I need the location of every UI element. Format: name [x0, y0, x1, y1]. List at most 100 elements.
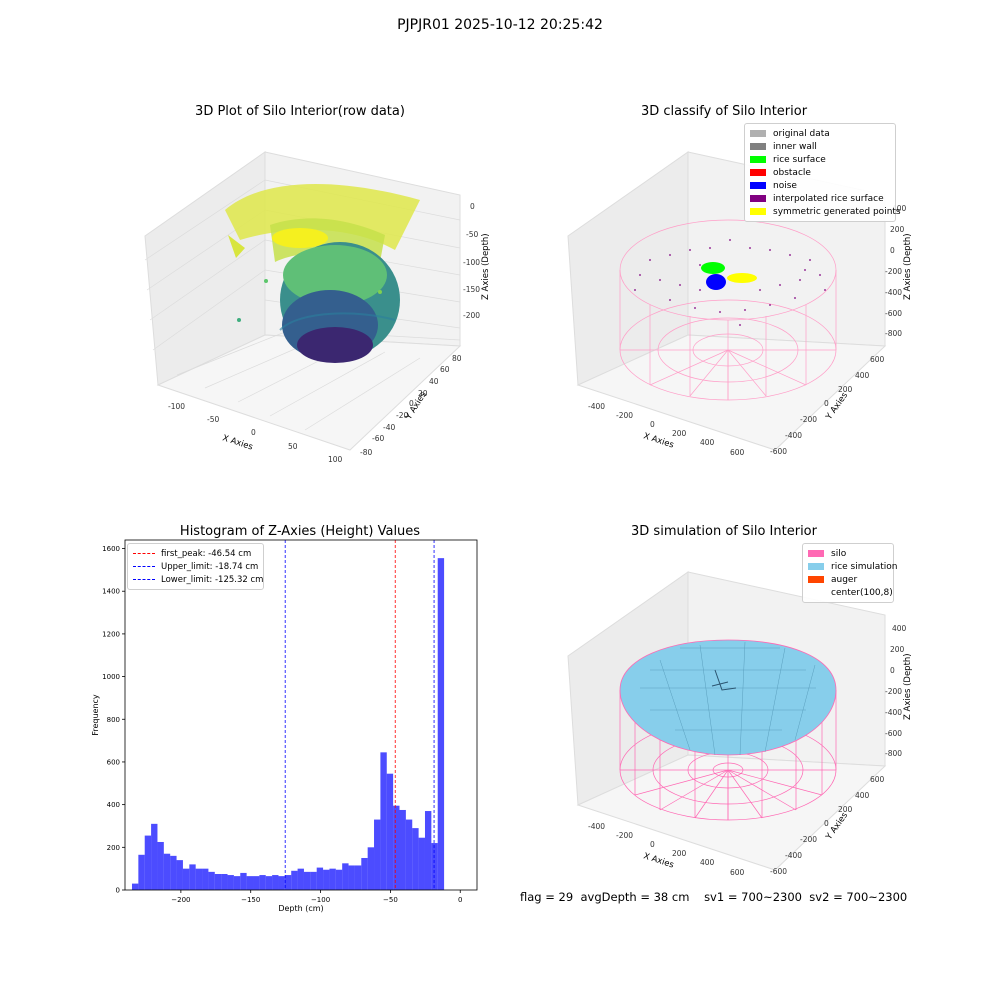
simulation-3d-plot: -400 -200 0 200 400 600 600 400 200 0 -2… [567, 571, 913, 877]
simulation-plot-title: 3D simulation of Silo Interior [631, 524, 817, 539]
svg-text:-200: -200 [800, 415, 817, 424]
histogram-bar [284, 875, 292, 890]
histogram-bar [240, 872, 247, 890]
silo-wireframe [619, 219, 837, 401]
y-tick-label: 1000 [102, 673, 120, 681]
svg-text:50: 50 [288, 442, 298, 451]
legend-line [133, 553, 155, 554]
svg-text:-200: -200 [616, 411, 633, 420]
x-tick-label: −50 [383, 896, 398, 904]
histogram-bar [348, 865, 355, 890]
histogram-bar [386, 773, 394, 890]
histogram-bar [253, 876, 260, 890]
classified-points [701, 262, 757, 290]
legend-swatch [750, 130, 766, 137]
svg-text:200: 200 [838, 805, 853, 814]
flag-text: flag = 29 [520, 890, 574, 904]
histogram-bar [361, 857, 368, 890]
legend-item: inner wall [750, 140, 890, 153]
histogram-bar [202, 868, 209, 890]
histogram-bar [342, 863, 349, 890]
svg-text:400: 400 [700, 438, 715, 447]
svg-text:400: 400 [855, 791, 870, 800]
histogram-bar [176, 860, 183, 890]
legend-item: first_peak: -46.54 cm [133, 547, 258, 560]
histogram-bar [227, 875, 234, 890]
histogram-bar [405, 819, 413, 890]
y-tick-label: 800 [107, 716, 120, 724]
classify-zlabel: Z Axies (Depth) [903, 233, 913, 300]
x-tick-label: −200 [171, 896, 190, 904]
y-tick-label: 1600 [102, 545, 120, 553]
legend-swatch [750, 156, 766, 163]
svg-text:400: 400 [700, 858, 715, 867]
y-tick-label: 600 [107, 758, 120, 766]
rice-simulation-surface [619, 639, 837, 756]
classify-plot-title: 3D classify of Silo Interior [640, 104, 808, 119]
legend-item: center(100,8) [808, 586, 893, 599]
svg-text:0: 0 [890, 666, 895, 675]
raw-xlabel: X Axies [221, 433, 254, 452]
raw-axis-ticks: -100 -50 0 50 100 80 60 40 20 0 -20 -40 … [168, 202, 480, 464]
svg-text:-200: -200 [463, 311, 480, 320]
histogram-bar [310, 871, 317, 890]
histogram-title: Histogram of Z-Axies (Height) Values [179, 524, 421, 539]
histogram-bar [189, 864, 196, 890]
svg-text:-600: -600 [885, 729, 902, 738]
classify-legend: original data inner wall rice surface ob… [744, 123, 901, 222]
histogram-bar [265, 876, 273, 890]
svg-text:-20: -20 [396, 411, 408, 420]
svg-text:-400: -400 [588, 822, 605, 831]
legend-line [133, 566, 155, 567]
histogram-bar [399, 809, 406, 890]
svg-text:-200: -200 [800, 835, 817, 844]
svg-text:600: 600 [730, 448, 745, 457]
legend-swatch [750, 143, 766, 150]
svg-text:0: 0 [470, 202, 475, 211]
svg-text:-400: -400 [885, 708, 902, 717]
svg-text:-400: -400 [588, 402, 605, 411]
legend-item: noise [750, 179, 890, 192]
y-tick-label: 400 [107, 801, 120, 809]
plot-frame [124, 539, 478, 891]
legend-item: interpolated rice surface [750, 192, 890, 205]
legend-swatch [808, 550, 824, 557]
histogram-chart: −200 −150 −100 −50 0 0 200 400 600 800 1000 1200 140… [91, 539, 478, 913]
legend-swatch [808, 589, 824, 596]
svg-text:0: 0 [409, 399, 414, 408]
avg-depth-text: avgDepth = 38 cm [580, 890, 690, 904]
svg-text:400: 400 [855, 371, 870, 380]
histogram-bar [144, 835, 152, 890]
hist-ylabel: Frequency [91, 694, 100, 736]
histogram-ticks: −200 −150 −100 −50 0 0 200 400 600 800 1000 1200 140… [102, 545, 462, 904]
histogram-bar [393, 805, 400, 890]
svg-text:400: 400 [892, 204, 907, 213]
legend-swatch [808, 563, 824, 570]
y-tick-label: 1200 [102, 630, 120, 638]
svg-text:-60: -60 [372, 434, 384, 443]
histogram-bar [323, 869, 330, 890]
x-tick-label: −100 [311, 896, 330, 904]
legend-item: Upper_limit: -18.74 cm [133, 560, 258, 573]
svg-text:-400: -400 [785, 851, 802, 860]
histogram-bar [335, 869, 343, 890]
figure-title: PJPJR01 2025-10-12 20:25:42 [397, 17, 603, 33]
svg-text:200: 200 [672, 429, 687, 438]
histogram-bar [259, 875, 266, 890]
svg-text:-400: -400 [785, 431, 802, 440]
histogram-bar [214, 873, 222, 890]
y-tick-label: 200 [107, 844, 120, 852]
legend-line [133, 579, 155, 580]
raw-3d-plot: -100 -50 0 50 100 80 60 40 20 0 -20 -40 … [144, 151, 491, 464]
x-tick-label: 0 [458, 896, 462, 904]
svg-text:0: 0 [824, 819, 829, 828]
histogram-bar [138, 854, 145, 890]
histogram-threshold-lines [284, 540, 435, 890]
legend-swatch [750, 195, 766, 202]
simulation-zlabel: Z Axies (Depth) [903, 653, 913, 720]
sv2-text: sv2 = 700~2300 [809, 890, 908, 904]
hist-xlabel: Depth (cm) [278, 904, 323, 913]
legend-item: silo [808, 547, 888, 560]
svg-text:20: 20 [418, 389, 428, 398]
legend-item: rice surface [750, 153, 890, 166]
